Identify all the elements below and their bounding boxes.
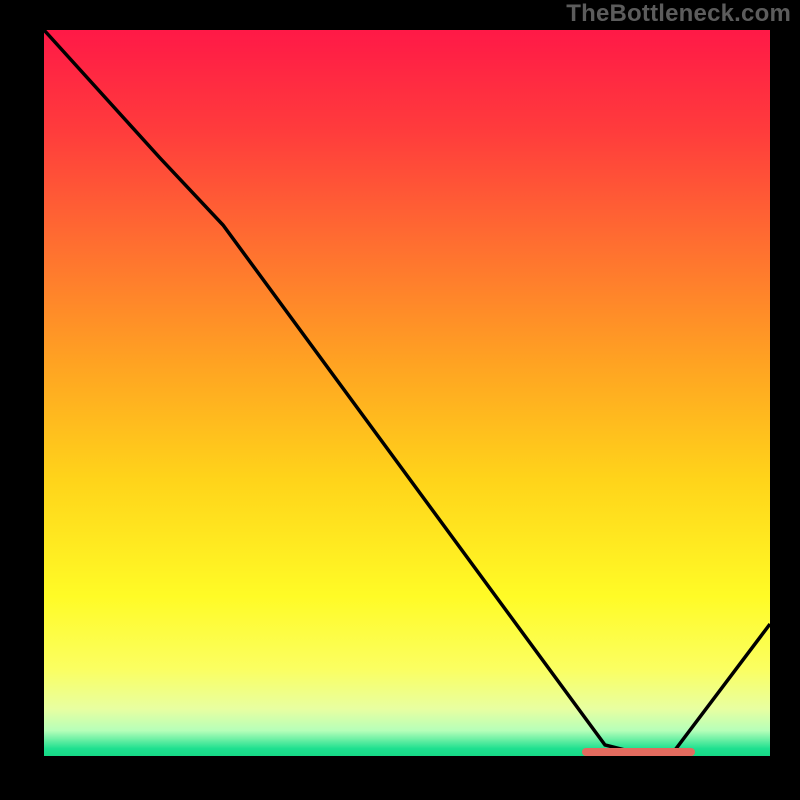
gradient-background	[44, 30, 770, 756]
chart-svg	[0, 0, 800, 800]
chart-container: TheBottleneck.com	[0, 0, 800, 800]
watermark-text: TheBottleneck.com	[566, 0, 791, 28]
